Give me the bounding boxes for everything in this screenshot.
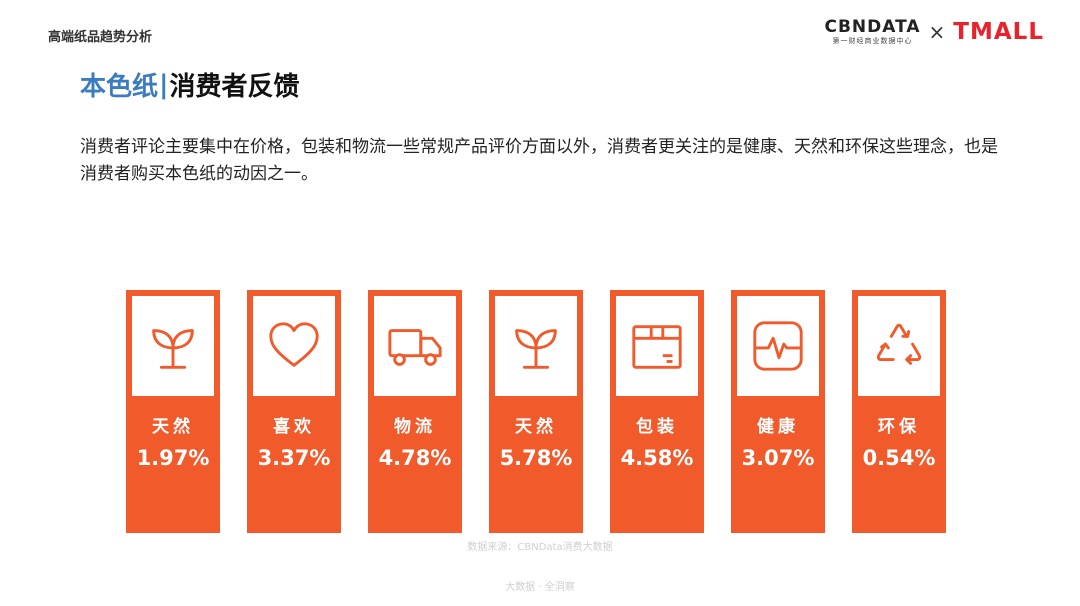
heartbeat-monitor-icon [753, 321, 803, 371]
feedback-card-packaging: 包装 4.58% [610, 290, 704, 533]
cbndata-logo-text: CBNDATA [824, 17, 921, 37]
card-value: 4.78% [378, 446, 452, 470]
card-label: 喜欢 [273, 417, 315, 437]
card-icon-box [737, 296, 819, 396]
card-value: 0.54% [862, 446, 936, 470]
feedback-card-like: 喜欢 3.37% [247, 290, 341, 533]
card-value: 5.78% [499, 446, 573, 470]
heart-icon [269, 322, 319, 367]
description-text: 消费者评论主要集中在价格，包装和物流一些常规产品评价方面以外，消费者更关注的是健… [80, 137, 998, 184]
card-value: 4.58% [620, 446, 694, 470]
page-title-subject: 消费者反馈 [169, 72, 300, 102]
watermark-text: 大数据 · 全洞察 [505, 582, 575, 593]
feedback-card-natural-2: 天然 5.78% [489, 290, 583, 533]
card-icon-box [495, 296, 577, 396]
recycle-icon [876, 323, 922, 365]
page-title-topic: 本色纸 [80, 72, 159, 102]
feedback-card-eco: 环保 0.54% [852, 290, 946, 533]
package-icon [632, 325, 682, 369]
card-label: 环保 [878, 417, 920, 437]
feedback-card-logistics: 物流 4.78% [368, 290, 462, 533]
page-title-separator: | [159, 69, 169, 100]
card-label: 物流 [394, 417, 436, 437]
feedback-card-natural-1: 天然 1.97% [126, 290, 220, 533]
card-label: 健康 [757, 417, 799, 437]
sprout-icon [515, 329, 557, 369]
page-title: 本色纸 | 消费者反馈 [80, 66, 300, 103]
card-label: 天然 [152, 417, 194, 437]
card-label: 天然 [515, 417, 557, 437]
feedback-cards: 天然 1.97% 喜欢 3.37% 物流 4.78% [126, 290, 946, 533]
card-icon-box [253, 296, 335, 396]
card-icon-box [858, 296, 940, 396]
cbndata-logo-subtitle: 第一财经商业数据中心 [832, 37, 913, 45]
times-icon: × [928, 20, 946, 44]
partner-logos: CBNDATA 第一财经商业数据中心 × TMALL [824, 18, 1044, 46]
card-label: 包装 [636, 417, 678, 437]
card-icon-box [374, 296, 456, 396]
card-value: 1.97% [136, 446, 210, 470]
truck-icon [388, 329, 442, 366]
card-value: 3.37% [257, 446, 331, 470]
sprout-icon [152, 329, 194, 369]
feedback-card-health: 健康 3.07% [731, 290, 825, 533]
section-label: 高端纸品趋势分析 [48, 30, 153, 45]
card-value: 3.07% [741, 446, 815, 470]
card-icon-box [132, 296, 214, 396]
cbndata-logo: CBNDATA 第一财经商业数据中心 [824, 18, 920, 46]
card-icon-box [616, 296, 698, 396]
data-source-note: 数据来源：CBNData消费大数据 [467, 542, 613, 553]
tmall-logo: TMALL [953, 19, 1044, 45]
